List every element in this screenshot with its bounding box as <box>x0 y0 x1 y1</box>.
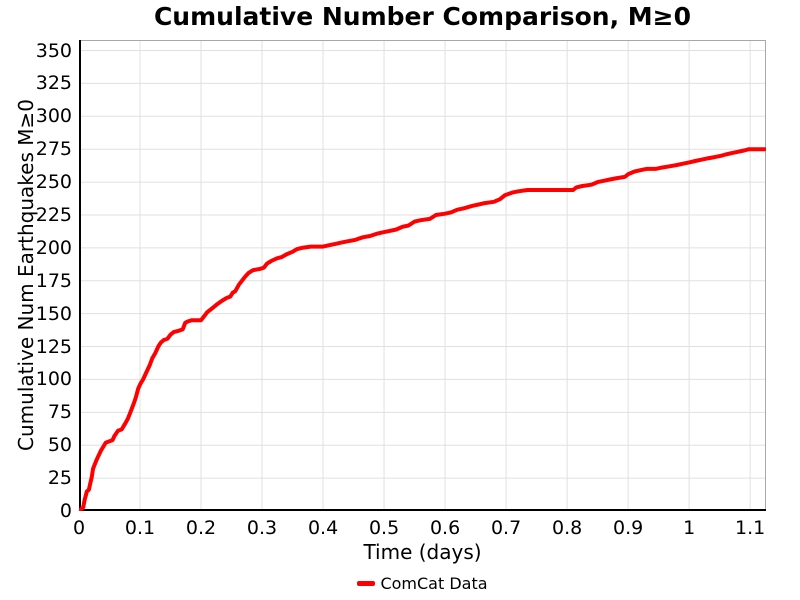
y-tick-label-50: 50 <box>47 434 72 457</box>
y-tick-label-175: 175 <box>35 269 72 292</box>
y-tick-label-100: 100 <box>35 368 72 391</box>
legend: ComCat Data <box>79 574 766 593</box>
y-tick-label-75: 75 <box>47 401 72 424</box>
chart-title: Cumulative Number Comparison, M≥0 <box>153 2 692 31</box>
x-tick-label-0.8: 0.8 <box>551 517 583 539</box>
x-tick-label-0.4: 0.4 <box>307 517 339 539</box>
x-tick-label-0.6: 0.6 <box>429 517 461 539</box>
series-line-comcat-data <box>79 147 766 511</box>
y-tick-label-0: 0 <box>59 500 72 522</box>
y-tick-label-25: 25 <box>47 467 72 490</box>
x-tick-label-0.2: 0.2 <box>185 517 217 539</box>
y-axis-label: Cumulative Num Earthquakes M≥0 <box>14 99 38 451</box>
y-tick-label-200: 200 <box>35 236 72 259</box>
y-tick-label-300: 300 <box>35 105 72 128</box>
x-axis-label: Time (days) <box>363 540 482 564</box>
legend-label: ComCat Data <box>380 574 488 593</box>
x-tick-label-0.9: 0.9 <box>613 517 644 539</box>
plot-area <box>79 40 766 511</box>
x-tick-label-0.1: 0.1 <box>124 517 156 539</box>
y-tick-label-125: 125 <box>35 335 72 358</box>
y-tick-label-275: 275 <box>35 138 72 161</box>
y-tick-label-350: 350 <box>35 39 72 62</box>
y-tick-label-225: 225 <box>35 203 72 226</box>
x-tick-label-1.1: 1.1 <box>735 517 766 539</box>
y-tick-label-250: 250 <box>35 171 72 194</box>
x-tick-label-0.3: 0.3 <box>246 517 278 539</box>
x-tick-label-1: 1 <box>683 517 696 539</box>
x-tick-label-0: 0 <box>72 517 86 539</box>
y-tick-label-150: 150 <box>35 302 72 325</box>
plot-canvas <box>79 40 766 511</box>
y-tick-label-325: 325 <box>35 72 72 95</box>
x-tick-label-0.7: 0.7 <box>490 517 522 539</box>
legend-line-swatch <box>357 581 376 586</box>
x-tick-label-0.5: 0.5 <box>368 517 400 539</box>
